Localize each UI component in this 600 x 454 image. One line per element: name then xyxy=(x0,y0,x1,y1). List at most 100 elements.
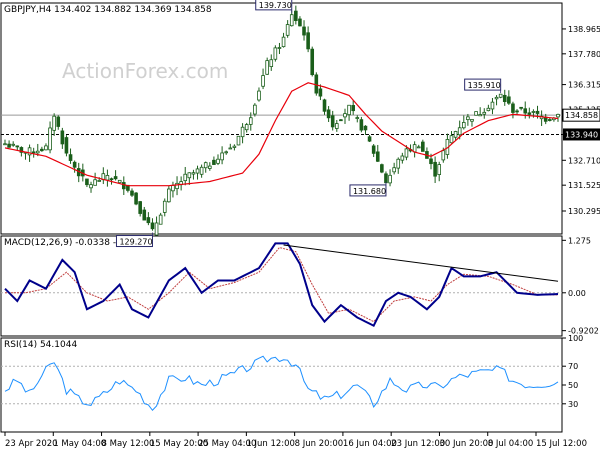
candle-body xyxy=(195,168,200,174)
macd-panel-title: MACD(12,26,9) -0.0338 -0.0519 xyxy=(4,238,148,248)
candle-body xyxy=(15,145,20,148)
candle-body xyxy=(183,173,188,182)
candle-body xyxy=(449,135,454,144)
candle-body xyxy=(363,125,368,131)
price-y-tick-label: 137.780 xyxy=(568,50,600,59)
x-tick-label: 8 May 12:00 xyxy=(102,439,155,449)
candle-body xyxy=(273,47,278,60)
x-tick-label: 8 Jun 20:00 xyxy=(295,439,344,449)
candle-body xyxy=(330,115,335,128)
candle-body xyxy=(244,124,249,131)
candle-body xyxy=(60,130,65,145)
candle-body xyxy=(429,158,433,165)
candle-body xyxy=(318,88,323,97)
candle-body xyxy=(265,60,269,75)
candle-body xyxy=(351,105,355,112)
candle-body xyxy=(515,110,519,113)
candle-body xyxy=(326,109,331,119)
candle-body xyxy=(3,143,7,146)
candle-body xyxy=(367,136,372,142)
rsi-y-tick-label: 70 xyxy=(568,362,578,371)
macd-signal-line xyxy=(5,246,558,323)
candle-body xyxy=(187,172,192,179)
macd-y-tick-label: 1.275 xyxy=(568,236,591,245)
macd-y-tick-label: 0.00 xyxy=(568,289,586,298)
candle-body xyxy=(380,164,384,173)
candle-body xyxy=(470,118,474,122)
candle-body xyxy=(11,143,15,146)
candle-body xyxy=(7,143,11,148)
candle-body xyxy=(400,155,405,161)
price-annotation-label: 139.730 xyxy=(259,1,292,10)
candle-body xyxy=(478,114,482,117)
price-y-tick-label: 136.315 xyxy=(568,81,600,90)
rsi-y-tick-label: 30 xyxy=(568,400,578,409)
candle-body xyxy=(523,108,528,114)
x-tick-label: 30 Jun 20:00 xyxy=(439,439,493,449)
candle-body xyxy=(248,117,253,125)
candle-body xyxy=(289,14,294,27)
candle-body xyxy=(121,182,126,190)
x-tick-label: 23 Jun 12:00 xyxy=(391,439,445,449)
candle-body xyxy=(396,158,401,169)
candle-body xyxy=(339,119,343,122)
rsi-y-tick-label: 50 xyxy=(568,381,578,390)
candle-body xyxy=(498,93,503,98)
candle-body xyxy=(285,24,290,36)
candle-body xyxy=(384,173,388,184)
candle-body xyxy=(138,201,142,214)
price-annotation-box xyxy=(349,184,387,197)
x-tick-label: 1 May 04:00 xyxy=(53,439,106,449)
candle-body xyxy=(511,103,515,113)
candle-body xyxy=(375,151,380,162)
price-panel-title: GBPJPY,H4 134.402 134.882 134.369 134.85… xyxy=(4,5,212,15)
candle-body xyxy=(216,158,220,164)
macd-line xyxy=(4,242,559,328)
candle-body xyxy=(298,18,302,27)
candle-body xyxy=(44,145,48,151)
x-tick-label: 25 May 04:00 xyxy=(198,439,256,449)
candle-body xyxy=(441,150,446,161)
x-tick-label: 15 Jul 12:00 xyxy=(536,439,587,449)
candle-body xyxy=(27,147,32,156)
candle-body xyxy=(437,164,442,175)
candle-body xyxy=(421,141,425,152)
candle-body xyxy=(150,222,155,230)
candle-body xyxy=(199,166,204,175)
candle-body xyxy=(277,47,282,49)
candle-body xyxy=(167,188,171,203)
candle-body xyxy=(113,176,118,180)
x-tick-label: 15 May 20:00 xyxy=(150,439,208,449)
candle-body xyxy=(105,175,110,181)
candle-body xyxy=(294,10,298,22)
candle-body xyxy=(392,167,396,173)
macd-y-tick-label: -0.9202 xyxy=(568,327,599,336)
candle-body xyxy=(232,145,237,148)
price-y-tick-label: 130.295 xyxy=(568,207,600,216)
rsi-panel-title: RSI(14) 54.1044 xyxy=(4,340,77,350)
candle-body xyxy=(269,59,274,67)
watermark: ActionForex.com xyxy=(62,59,228,83)
candle-body xyxy=(347,104,351,116)
price-annotation-box xyxy=(464,78,502,91)
candle-body xyxy=(388,174,392,184)
candle-body xyxy=(146,217,151,224)
candle-body xyxy=(490,101,495,110)
candle-body xyxy=(208,165,212,169)
candle-body xyxy=(457,127,462,136)
current-price-label: 134.858 xyxy=(565,111,598,120)
candle-body xyxy=(355,117,360,119)
candle-body xyxy=(117,179,122,184)
macd-trendline xyxy=(283,244,559,282)
candle-body xyxy=(261,75,265,87)
candle-body xyxy=(461,122,466,129)
candle-body xyxy=(453,131,458,138)
candle-body xyxy=(109,178,114,181)
price-annotation-label: 129.270 xyxy=(119,238,152,247)
x-tick-label: 16 Jun 04:00 xyxy=(343,439,397,449)
candle-body xyxy=(89,184,93,189)
candle-body xyxy=(548,119,552,121)
candle-body xyxy=(93,179,97,186)
candle-body xyxy=(48,127,52,151)
candle-body xyxy=(359,119,364,131)
